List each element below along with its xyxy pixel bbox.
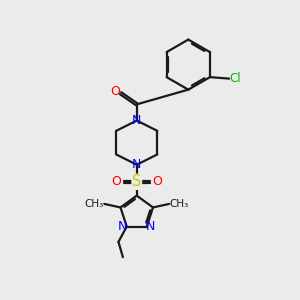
Text: O: O (111, 175, 121, 188)
Text: N: N (132, 158, 141, 171)
Text: CH₃: CH₃ (169, 199, 189, 208)
Text: Cl: Cl (230, 72, 241, 85)
Text: N: N (132, 114, 141, 127)
Text: N: N (118, 220, 127, 233)
Text: CH₃: CH₃ (85, 199, 104, 208)
Text: O: O (110, 85, 120, 98)
Text: N: N (146, 220, 156, 233)
Text: S: S (132, 174, 141, 189)
Text: O: O (152, 175, 162, 188)
